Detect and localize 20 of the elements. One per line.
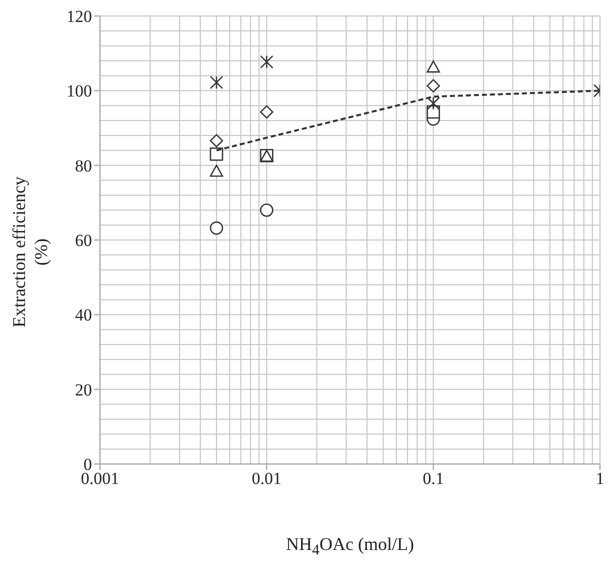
y-tick-label: 60 [75,231,92,250]
x-tick-label: 1 [596,469,604,488]
point [426,96,440,110]
y-axis-title: Extraction efficiency (%) [8,175,52,330]
point [210,221,224,235]
point [210,134,224,148]
y-tick-label: 80 [75,156,92,176]
y-tick-label: 120 [66,7,92,26]
x-tick-label: 0.1 [422,469,444,488]
y-tick-label: 40 [75,306,92,325]
x-tick-label: 0.01 [252,469,282,488]
point [210,147,224,161]
point [426,60,440,73]
x-axis-title: NH$_{4}$OAc (mol/L) [285,534,415,560]
x-tick-label: 0.001 [80,469,120,488]
point [426,79,440,92]
point [210,164,224,177]
y-tick-label: 20 [75,380,92,400]
point [210,76,224,90]
y-tick-label: 100 [66,82,92,101]
